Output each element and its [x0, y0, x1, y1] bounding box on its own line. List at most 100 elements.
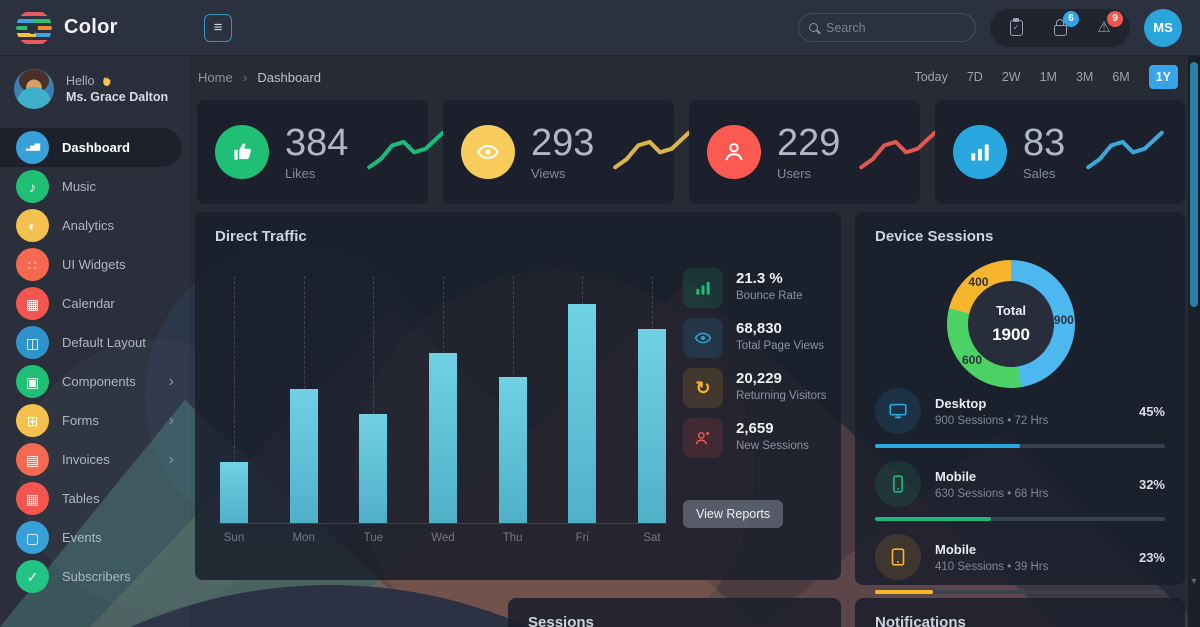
menu-toggle-button[interactable]: ≡ [204, 13, 232, 42]
sparkline-chart [1083, 127, 1167, 178]
icon-glyph: ▦ [25, 490, 40, 507]
sidebar-menu: ▂▅▇ Dashboard ♪ Music ◐ Analytics ∷ UI Widgets ▦… [0, 128, 190, 596]
sidebar-item-default-layout[interactable]: ◫ Default Layout [0, 323, 190, 362]
time-filter-6m[interactable]: 6M [1112, 70, 1130, 84]
logo[interactable]: Color [0, 10, 190, 46]
eye-icon [683, 318, 723, 358]
form-grid-icon: ⊞ [16, 404, 49, 437]
scrollbar-thumb[interactable] [1190, 62, 1198, 307]
device-list: Desktop 900 Sessions • 72 Hrs 45% Mobile 630… [875, 388, 1165, 607]
bar[interactable] [359, 414, 388, 523]
sidebar-item-tables[interactable]: ▦ Tables [0, 479, 190, 518]
stat-card-likes: 384 Likes [197, 100, 446, 204]
time-filter-7d[interactable]: 7D [966, 70, 983, 84]
icon-glyph: ▦ [25, 295, 40, 312]
chip-icon: ▣ [16, 365, 49, 398]
x-axis-label: Wed [431, 532, 455, 544]
stat-value: 21.3 % [736, 270, 783, 287]
icon-glyph: ▢ [25, 529, 40, 546]
stat-label: Sales [1023, 165, 1056, 181]
warning-icon: ⚠ [1097, 19, 1111, 36]
stat-value: 293 [531, 121, 595, 164]
device-row-mobile-1: Mobile 630 Sessions • 68 Hrs 32% [875, 461, 1165, 521]
sidebar-item-forms[interactable]: ⊞ Forms › [0, 401, 190, 440]
sidebar-item-label: Components [62, 374, 136, 389]
sidebar-user[interactable]: Hello Ms. Grace Dalton [0, 56, 190, 122]
alerts-button[interactable]: ⚠ 9 [1094, 10, 1123, 39]
time-filter-3m[interactable]: 3M [1075, 70, 1094, 84]
sidebar-item-ui-widgets[interactable]: ∷ UI Widgets [0, 245, 190, 284]
cart-button[interactable]: 6 [1050, 10, 1079, 39]
sidebar-item-label: UI Widgets [62, 257, 126, 272]
sidebar-item-calendar[interactable]: ▦ Calendar [0, 284, 190, 323]
sidebar: Hello Ms. Grace Dalton ▂▅▇ Dashboard ♪ Musi… [0, 56, 190, 627]
user-plus-icon [683, 418, 723, 458]
invoice-icon: ▤ [16, 443, 49, 476]
sidebar-item-label: Default Layout [62, 335, 146, 350]
stat-card-users: 229 Users [689, 100, 938, 204]
traffic-stat-text: 2,659 New Sessions [736, 418, 809, 452]
search-box[interactable] [798, 13, 976, 42]
eye-icon [461, 125, 515, 179]
time-filter-today[interactable]: Today [914, 70, 948, 84]
sidebar-item-music[interactable]: ♪ Music [0, 167, 190, 206]
device-percent: 45% [1138, 403, 1165, 419]
time-filter-1m[interactable]: 1M [1039, 70, 1057, 84]
wave-hand-icon [102, 76, 111, 86]
logo-icon [16, 10, 52, 46]
chevron-right-icon: › [242, 69, 248, 85]
icon-glyph: ◫ [25, 334, 40, 351]
sidebar-item-invoices[interactable]: ▤ Invoices › [0, 440, 190, 479]
bar[interactable] [568, 304, 597, 523]
tasks-button[interactable] [1006, 17, 1026, 39]
sidebar-item-label: Music [62, 179, 96, 194]
device-text: Mobile 630 Sessions • 68 Hrs [935, 469, 1048, 500]
stat-card-text: 229 Users [777, 124, 840, 181]
time-filter-2w[interactable]: 2W [1001, 70, 1021, 84]
vertical-scrollbar[interactable]: ▼ [1188, 56, 1200, 627]
bar-chart-icon [683, 268, 723, 308]
event-calendar-icon: ▢ [16, 521, 49, 554]
bar[interactable] [220, 462, 248, 523]
panel-title: Device Sessions [875, 228, 994, 245]
icon-glyph: ▤ [25, 451, 40, 468]
greeting-text: Hello [66, 74, 95, 88]
icon-glyph: ▂▅▇ [25, 144, 40, 151]
bar-column-wed: Wed [428, 276, 458, 544]
bar-chart-icon: ▂▅▇ [16, 131, 49, 164]
time-filter-group: Today 7D 2W 1M 3M 6M 1Y [914, 65, 1178, 89]
sidebar-item-components[interactable]: ▣ Components › [0, 362, 190, 401]
bar[interactable] [289, 389, 318, 523]
icon-glyph: ✓ [26, 568, 39, 585]
bar[interactable] [428, 353, 457, 523]
sidebar-item-label: Calendar [62, 296, 115, 311]
logo-text: Color [64, 16, 118, 38]
device-row-top: Mobile 410 Sessions • 39 Hrs 23% [875, 534, 1165, 580]
view-reports-button[interactable]: View Reports [683, 500, 784, 528]
profile-avatar[interactable]: MS [1144, 8, 1182, 47]
sidebar-item-events[interactable]: ▢ Events [0, 518, 190, 557]
sidebar-item-dashboard[interactable]: ▂▅▇ Dashboard [0, 128, 182, 167]
sparkline-chart [856, 127, 940, 178]
user-icon [707, 125, 761, 179]
bar[interactable] [637, 329, 666, 523]
stat-card-text: 293 Views [531, 124, 594, 181]
search-input[interactable] [826, 20, 946, 35]
sidebar-item-analytics[interactable]: ◐ Analytics [0, 206, 190, 245]
breadcrumb-home[interactable]: Home [198, 69, 233, 85]
device-text: Desktop 900 Sessions • 72 Hrs [935, 396, 1048, 427]
dots-grid-icon: ∷ [16, 248, 49, 281]
sidebar-item-label: Tables [62, 491, 100, 506]
device-progress-track [875, 590, 1165, 594]
device-meta: 630 Sessions • 68 Hrs [935, 487, 1049, 500]
device-progress-fill [875, 517, 991, 521]
pie-contrast-icon: ◐ [16, 209, 49, 242]
bar[interactable] [498, 377, 527, 523]
main-content: Home › Dashboard Today 7D 2W 1M 3M 6M 1Y 384 Li… [190, 56, 1200, 627]
layout-icon: ◫ [16, 326, 49, 359]
breadcrumb-current: Dashboard [257, 69, 321, 85]
bar-column-mon: Mon [289, 276, 319, 544]
scrollbar-down-arrow-icon[interactable]: ▼ [1189, 576, 1199, 586]
sidebar-item-subscribers[interactable]: ✓ Subscribers [0, 557, 190, 596]
time-filter-1y[interactable]: 1Y [1148, 65, 1178, 89]
